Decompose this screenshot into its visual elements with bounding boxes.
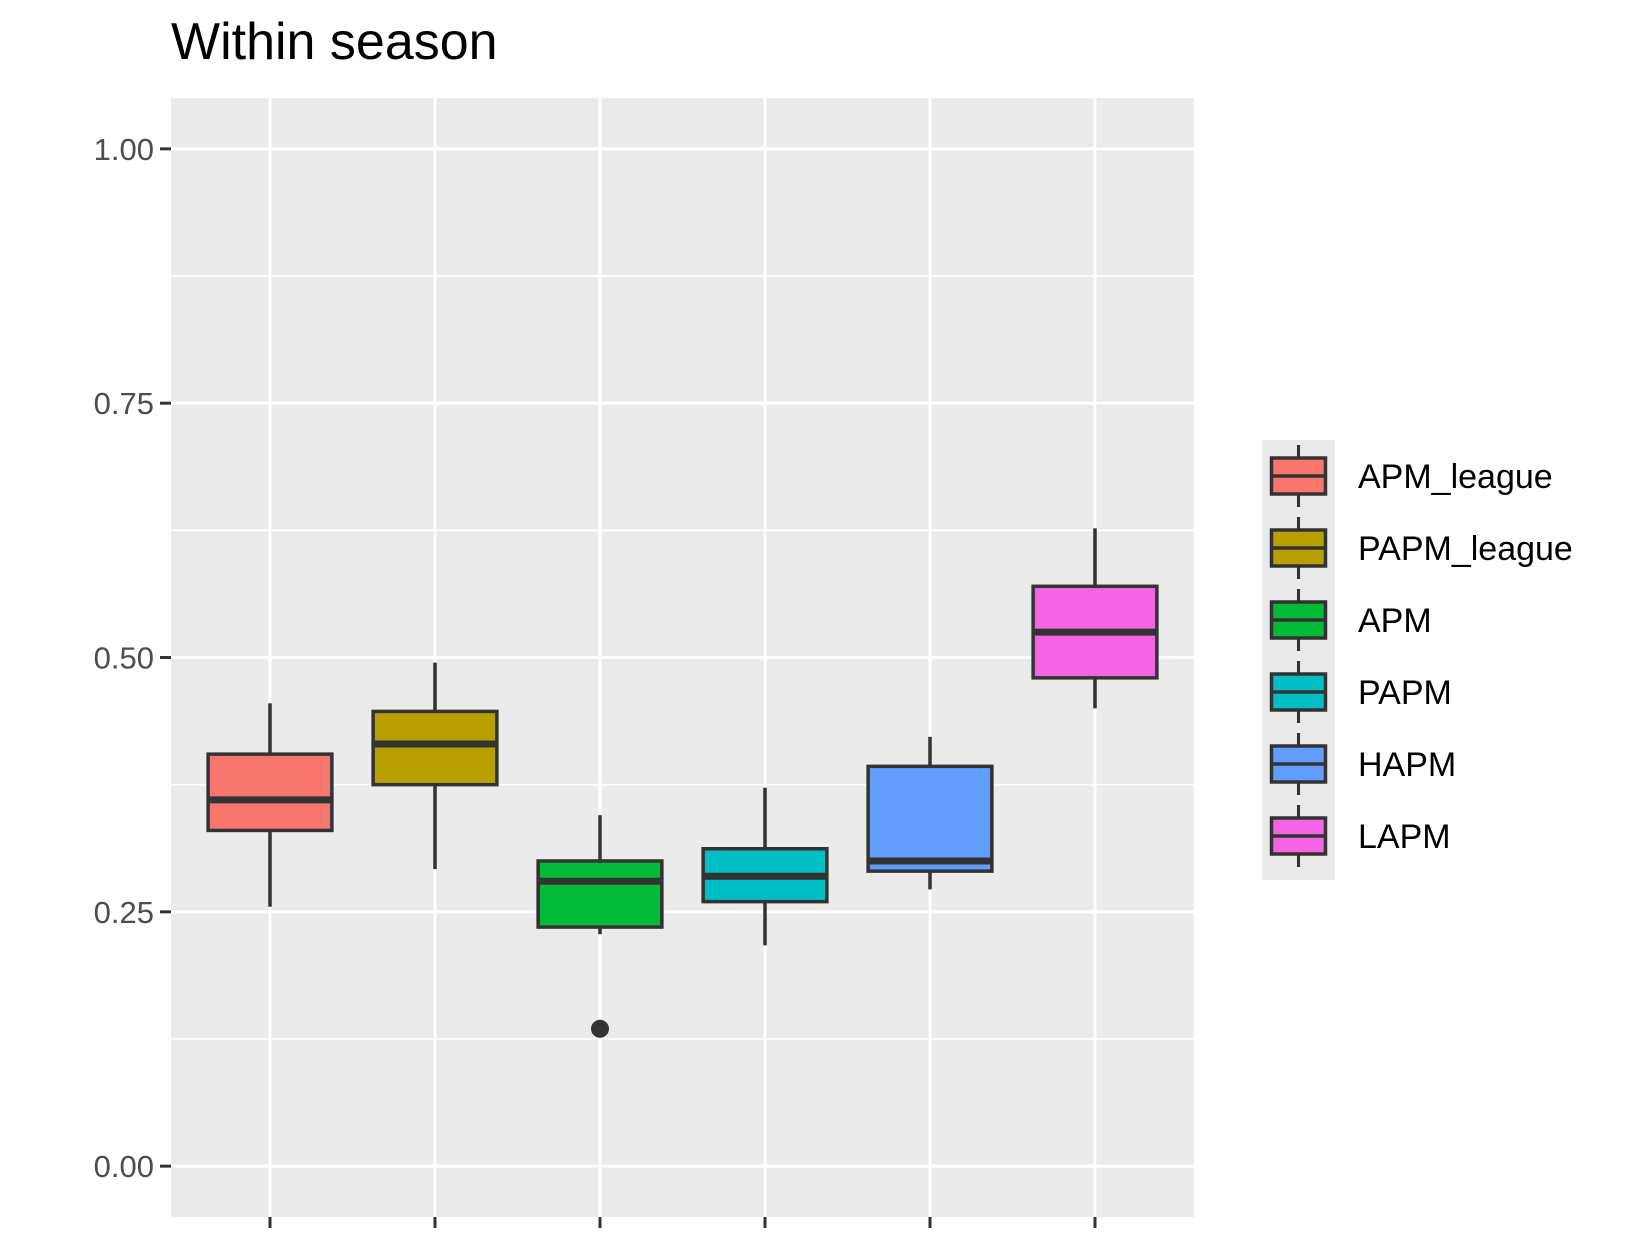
legend-label: HAPM [1358,746,1456,784]
y-axis: 0.00 0.25 0.50 0.75 1.00 [94,132,171,1184]
grid-minor [171,275,1194,1040]
x-axis [268,1217,1097,1228]
box-papm-league [371,662,499,870]
legend-label: APM_league [1358,458,1553,496]
legend-item-hapm: HAPM [1269,733,1456,795]
y-tick-label: 0.25 [94,895,154,930]
chart-title: Within season [171,13,498,71]
y-tick-label: 0.50 [94,641,154,676]
y-tick-label: 0.00 [94,1149,154,1184]
grid-major [171,98,1194,1217]
legend-item-papm-league: PAPM_league [1269,517,1573,579]
legend-item-papm: PAPM [1269,661,1452,723]
box-apm-league [206,703,334,907]
legend-item-apm-league: APM_league [1269,445,1553,507]
box-body [206,752,334,833]
box-body [371,709,499,787]
legend-label: PAPM_league [1358,530,1573,568]
box-papm [701,787,829,946]
box-lapm [1031,528,1159,709]
box-body [536,859,664,929]
legend-label: PAPM [1358,674,1452,712]
box-apm [536,815,664,1038]
box-hapm [866,736,994,890]
y-tick-label: 1.00 [94,132,154,167]
outlier-point [591,1019,609,1038]
legend-item-apm: APM [1269,589,1432,651]
legend: APM_league PAPM_league APM PAPM HAPM LAPM [1262,440,1573,880]
boxes [206,528,1159,1038]
y-tick-label: 0.75 [94,386,154,421]
legend-item-lapm: LAPM [1269,805,1451,867]
legend-label: LAPM [1358,818,1451,856]
box-body [866,764,994,873]
legend-label: APM [1358,602,1432,640]
